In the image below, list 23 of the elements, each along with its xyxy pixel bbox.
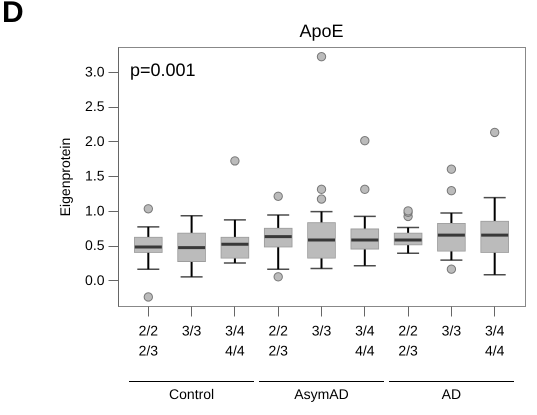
y-tick-label: 1.5 [85, 168, 105, 184]
text: Control [168, 386, 216, 402]
y-axis-title: Eigenprotein [57, 138, 74, 216]
x-tick-label: 3/4 4/4 [484, 322, 505, 358]
x-tick-label: 3/4 4/4 [225, 322, 245, 358]
text: D [2, 0, 24, 29]
x-tick-label: 3/3 [442, 322, 462, 338]
annotation: p=0.001 [130, 60, 196, 80]
y-tick-label: 2.0 [85, 132, 105, 149]
y-tick-label: 3.0 [85, 63, 105, 80]
x-tick-label: 3/3 [312, 322, 332, 338]
y-tick-label: 2.5 [85, 98, 105, 114]
x-tick-label: 2/2 2/3 [138, 322, 158, 358]
x-tick-label: 3/3 [182, 322, 202, 338]
y-tick-label: 0.0 [85, 272, 105, 288]
x-tick-label: 3/4 4/4 [355, 322, 375, 358]
x-tick-label: 2/2 2/3 [268, 322, 288, 358]
x-tick-label: 2/2 2/3 [398, 322, 418, 358]
chart-title: ApoE [299, 21, 344, 41]
text: AsymAD [293, 386, 350, 402]
y-tick-label: 1.0 [85, 202, 105, 218]
text: AD [440, 386, 462, 402]
y-tick-label: 0.5 [85, 237, 105, 254]
